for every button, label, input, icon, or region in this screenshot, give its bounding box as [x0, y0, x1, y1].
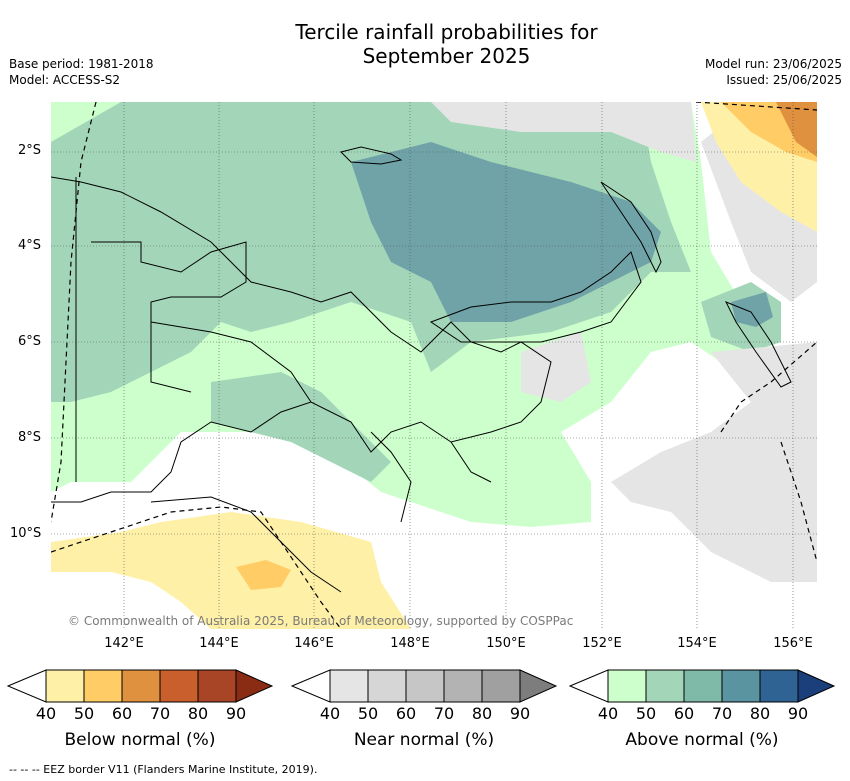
colorbar-below-high-cap — [235, 669, 274, 703]
below-tick-60: 60 — [111, 704, 133, 723]
colorbar-near-segment-1 — [329, 669, 369, 703]
province-border-1 — [91, 241, 247, 393]
colorbar-below-low-cap — [6, 669, 47, 703]
colorbar-above-low-cap — [568, 669, 609, 703]
eez-border-west — [51, 102, 97, 523]
colorbar-below-segment-2 — [83, 669, 123, 703]
new-ireland-coastline — [600, 181, 662, 274]
near-tick-90: 90 — [509, 704, 531, 723]
map-gridlines — [51, 102, 817, 629]
manus-coastline — [340, 146, 403, 165]
near-normal-region-northeast — [431, 102, 696, 162]
near-normal-region-southeast — [521, 332, 591, 402]
lon-label-148e: 148°E — [390, 636, 430, 651]
model-name: Model: ACCESS-S2 — [9, 73, 121, 87]
issued-date: Issued: 25/06/2025 — [726, 73, 842, 87]
above-tick-80: 80 — [749, 704, 771, 723]
lon-label-154e: 154°E — [677, 636, 717, 651]
above-tick-70: 70 — [711, 704, 733, 723]
colorbar-above-segment-4 — [721, 669, 761, 703]
below-normal-70-region-northeast — [776, 102, 817, 157]
colorbar-below-segment-5 — [197, 669, 237, 703]
near-tick-70: 70 — [433, 704, 455, 723]
map-svg — [51, 102, 817, 629]
lat-label-10s: 10°S — [10, 526, 42, 541]
legend-title-near: Near normal (%) — [353, 730, 495, 750]
lon-label-156e: 156°E — [773, 636, 813, 651]
colorbar-above-high-cap — [797, 669, 836, 703]
colorbar-below-segment-3 — [121, 669, 161, 703]
province-border-2 — [150, 321, 312, 403]
below-tick-70: 70 — [149, 704, 171, 723]
colorbar-above-normal — [568, 669, 836, 703]
eez-border-east — [780, 441, 817, 563]
legend-colorbars — [6, 669, 836, 703]
model-run: Model run: 23/06/2025 — [704, 57, 842, 71]
above-normal-60-region-south — [211, 372, 391, 482]
near-tick-60: 60 — [395, 704, 417, 723]
bougainville-coastline — [724, 301, 792, 388]
lon-label-152e: 152°E — [582, 636, 622, 651]
meta-right: Model run: 23/06/2025 Issued: 25/06/2025 — [705, 56, 842, 88]
map-title: Tercile rainfall probabilities for Septe… — [0, 20, 850, 68]
colorbar-near-segment-5 — [481, 669, 521, 703]
map-area — [51, 102, 817, 629]
near-normal-region-far-east — [611, 342, 817, 582]
colorbar-near-segment-4 — [443, 669, 483, 703]
eez-border-north — [695, 102, 817, 111]
below-tick-50: 50 — [73, 704, 95, 723]
gulf-coastline — [150, 496, 342, 593]
colorbar-above-segment-3 — [683, 669, 723, 703]
title-line-1: Tercile rainfall probabilities for — [295, 20, 598, 44]
new-britain-coastline — [429, 251, 642, 343]
legend-title-above: Above normal (%) — [625, 730, 779, 750]
below-tick-40: 40 — [35, 704, 57, 723]
eez-borders — [51, 102, 817, 629]
lon-label-150e: 150°E — [486, 636, 526, 651]
legend-title-below: Below normal (%) — [64, 730, 216, 750]
colorbar-above-segment-2 — [645, 669, 685, 703]
province-border-3 — [370, 431, 412, 523]
colorbar-near-low-cap — [290, 669, 331, 703]
lat-label-6s: 6°S — [18, 334, 42, 349]
copyright-notice: © Commonwealth of Australia 2025, Bureau… — [68, 614, 574, 628]
province-border-4 — [450, 441, 492, 483]
lon-label-142e: 142°E — [104, 636, 144, 651]
below-normal-60-region-south — [236, 560, 291, 590]
above-normal-70-region-east — [731, 292, 773, 327]
below-tick-90: 90 — [225, 704, 247, 723]
eez-border-southeast — [720, 341, 817, 433]
lon-label-144e: 144°E — [199, 636, 239, 651]
base-period: Base period: 1981-2018 — [9, 57, 154, 71]
lat-label-4s: 4°S — [18, 238, 42, 253]
colorbar-below-normal — [6, 669, 274, 703]
lon-label-146e: 146°E — [294, 636, 334, 651]
colorbar-near-segment-3 — [405, 669, 445, 703]
eez-footer-note: -- -- -- EEZ border V11 (Flanders Marine… — [9, 763, 318, 776]
colorbar-near-high-cap — [519, 669, 558, 703]
above-tick-50: 50 — [635, 704, 657, 723]
colorbar-above-segment-5 — [759, 669, 799, 703]
colorbar-below-segment-1 — [45, 669, 85, 703]
colorbar-near-segment-2 — [367, 669, 407, 703]
below-normal-50-region-south — [51, 512, 411, 629]
new-guinea-coastline — [51, 176, 552, 503]
colorbar-above-segment-1 — [607, 669, 647, 703]
below-tick-80: 80 — [187, 704, 209, 723]
near-tick-50: 50 — [357, 704, 379, 723]
above-tick-90: 90 — [787, 704, 809, 723]
above-tick-40: 40 — [597, 704, 619, 723]
lat-label-8s: 8°S — [18, 430, 42, 445]
colorbar-below-segment-4 — [159, 669, 199, 703]
meta-left: Base period: 1981-2018 Model: ACCESS-S2 — [9, 56, 154, 88]
lat-label-2s: 2°S — [18, 143, 42, 158]
eez-border-south — [51, 506, 342, 629]
above-tick-60: 60 — [673, 704, 695, 723]
near-tick-40: 40 — [319, 704, 341, 723]
coastlines — [51, 146, 792, 593]
title-line-2: September 2025 — [362, 44, 531, 68]
colorbar-near-normal — [290, 669, 558, 703]
near-tick-80: 80 — [471, 704, 493, 723]
